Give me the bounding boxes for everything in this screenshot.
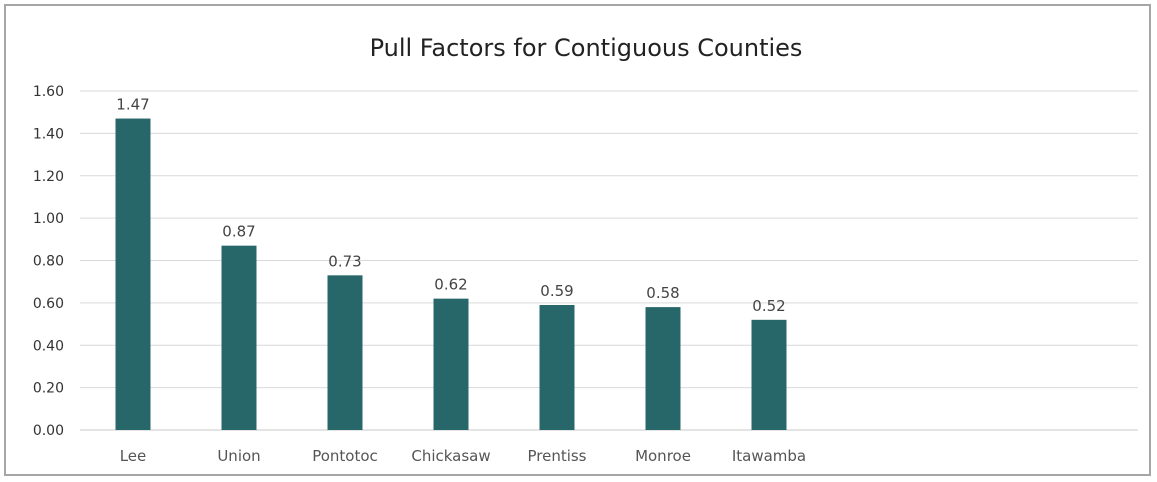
data-label: 0.58	[646, 284, 679, 302]
y-tick-label: 1.40	[33, 126, 64, 142]
data-label: 1.47	[116, 96, 149, 114]
x-tick-label: Lee	[120, 447, 147, 465]
x-tick-label: Itawamba	[732, 447, 806, 465]
chart-frame	[4, 4, 1151, 476]
bar-pontotoc	[327, 275, 363, 430]
x-tick-label: Union	[217, 447, 260, 465]
y-tick-label: 0.40	[33, 338, 64, 354]
data-label: 0.62	[434, 276, 467, 294]
y-tick-label: 1.00	[33, 211, 64, 227]
data-label: 0.73	[328, 252, 361, 270]
y-tick-label: 1.60	[33, 84, 64, 100]
bar-itawamba	[751, 319, 787, 430]
bar-union	[221, 245, 257, 430]
data-label: 0.87	[222, 223, 255, 241]
x-tick-label: Pontotoc	[312, 447, 378, 465]
y-tick-label: 0.20	[33, 381, 64, 397]
bar-chickasaw	[433, 298, 469, 430]
x-tick-label: Prentiss	[527, 447, 586, 465]
x-tick-label: Monroe	[635, 447, 691, 465]
chart-title: Pull Factors for Contiguous Counties	[370, 34, 803, 62]
data-label: 0.59	[540, 282, 573, 300]
y-tick-label: 1.20	[33, 169, 64, 185]
bar-prentiss	[539, 304, 575, 430]
x-tick-label: Chickasaw	[411, 447, 490, 465]
y-tick-label: 0.00	[33, 423, 64, 439]
bar-lee	[115, 118, 151, 430]
data-label: 0.52	[752, 297, 785, 315]
bar-monroe	[645, 307, 681, 430]
y-tick-label: 0.80	[33, 254, 64, 270]
y-tick-label: 0.60	[33, 296, 64, 312]
